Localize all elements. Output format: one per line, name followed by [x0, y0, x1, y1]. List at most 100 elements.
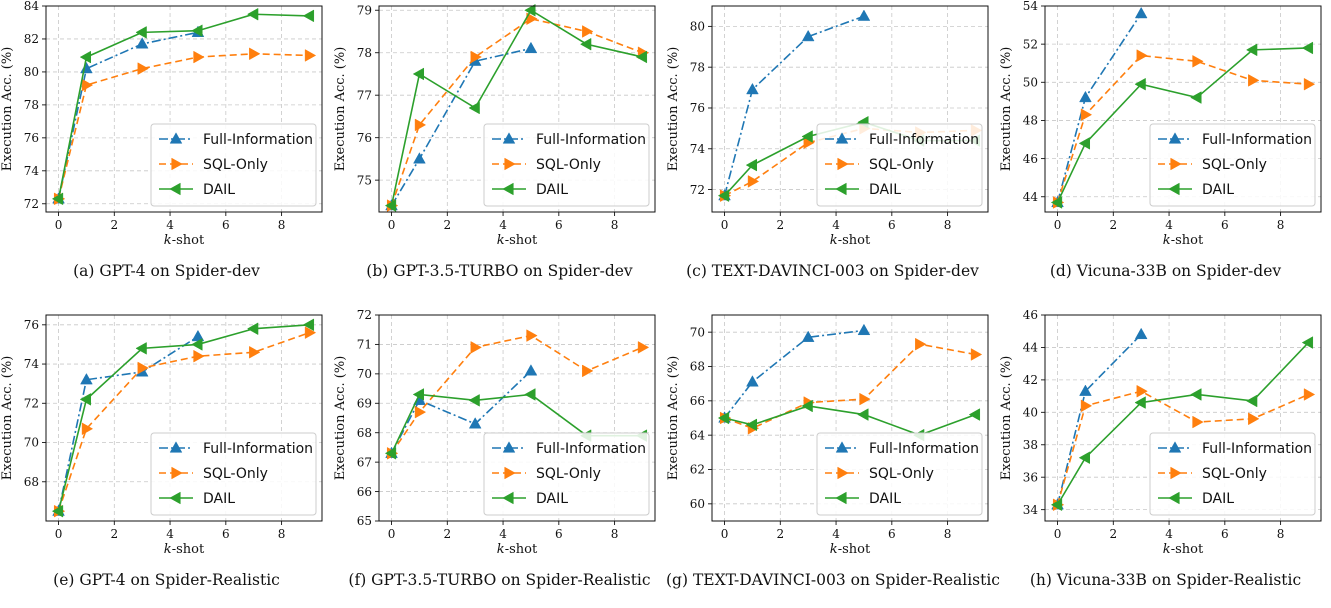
- data-point: [968, 408, 981, 421]
- series-line: [1056, 47, 1309, 203]
- series-line: [57, 324, 310, 512]
- y-tick-label: 70: [24, 436, 39, 450]
- y-tick-label: 38: [1023, 438, 1038, 452]
- x-tick-label: 8: [611, 218, 619, 232]
- y-axis-label: Execution Acc. (%): [333, 47, 348, 172]
- data-point: [414, 118, 427, 132]
- legend-label: DAIL: [869, 182, 901, 198]
- x-tick-label: 0: [1054, 527, 1062, 541]
- axes-frame: [711, 5, 989, 213]
- series-line: [723, 15, 865, 196]
- y-tick-label: 42: [1023, 373, 1038, 387]
- y-tick-label: 52: [1023, 37, 1038, 51]
- data-point: [249, 345, 261, 359]
- x-tick-label: 4: [1165, 527, 1173, 541]
- y-tick-label: 64: [690, 428, 706, 442]
- legend-label: DAIL: [869, 491, 901, 507]
- x-tick-label: 0: [1054, 218, 1062, 232]
- legend-label: Full-Information: [536, 441, 646, 457]
- x-tick-label: 4: [499, 218, 507, 232]
- legend: Full-Information SQL-Only DAIL: [150, 432, 317, 516]
- data-point: [51, 192, 64, 206]
- y-tick-label: 74: [24, 164, 40, 178]
- legend-label: Full-Information: [1202, 132, 1312, 148]
- series-sql-only: [386, 12, 650, 212]
- x-tick-label: 4: [166, 527, 174, 541]
- axes-frame: [1044, 314, 1322, 522]
- y-tick-label: 72: [690, 183, 705, 197]
- axes-frame: [378, 314, 656, 522]
- data-point: [413, 152, 426, 164]
- y-tick-label: 66: [357, 485, 372, 499]
- legend-marker: [1168, 132, 1182, 144]
- legend: Full-Information SQL-Only DAIL: [816, 432, 983, 516]
- legend-label: Full-Information: [203, 441, 313, 457]
- x-axis-label: k-shot: [830, 542, 871, 557]
- data-point: [746, 82, 759, 95]
- x-tick-label: 6: [222, 218, 230, 232]
- series-dail: [1050, 41, 1314, 209]
- legend-label: DAIL: [1202, 491, 1234, 507]
- x-axis-label-italic: k: [497, 233, 505, 248]
- data-point: [524, 364, 538, 376]
- legend-label: SQL-Only: [869, 157, 934, 173]
- x-axis-label: k-shot: [164, 233, 205, 248]
- series-line: [723, 329, 865, 419]
- legend-marker: [502, 182, 514, 196]
- x-axis-label-rest: -shot: [505, 542, 538, 557]
- y-tick-label: 76: [24, 318, 39, 332]
- data-point: [524, 41, 538, 54]
- data-point: [1192, 415, 1204, 429]
- series-full-information: [1051, 327, 1148, 510]
- series-line: [57, 52, 310, 200]
- data-point: [582, 25, 594, 38]
- data-point: [524, 3, 536, 17]
- legend-marker: [502, 491, 514, 505]
- y-tick-label: 60: [690, 497, 705, 511]
- legend-label: Full-Information: [869, 441, 979, 457]
- y-tick-label: 78: [690, 60, 705, 74]
- data-point: [249, 47, 261, 61]
- axes-frame: [45, 5, 323, 213]
- y-axis-label: Execution Acc. (%): [666, 47, 681, 172]
- data-point: [745, 158, 758, 172]
- data-point: [246, 322, 259, 336]
- y-tick-label: 74: [690, 142, 706, 156]
- data-point: [524, 388, 536, 401]
- data-point: [191, 338, 203, 351]
- legend-marker: [169, 491, 181, 505]
- subfigure-caption: (h) Vicuna-33B on Spider-Realistic: [1029, 571, 1302, 589]
- y-tick-label: 80: [24, 65, 39, 79]
- y-tick-label: 68: [357, 426, 372, 440]
- x-tick-label: 2: [1109, 218, 1117, 232]
- y-tick-label: 68: [24, 475, 39, 489]
- series-sql-only: [386, 329, 650, 460]
- y-tick-label: 36: [1023, 470, 1038, 484]
- legend-marker: [835, 182, 847, 196]
- data-point: [468, 417, 482, 429]
- data-point: [468, 101, 480, 115]
- y-tick-label: 78: [24, 98, 39, 112]
- data-point: [79, 50, 92, 64]
- data-point: [1080, 399, 1093, 413]
- legend-label: SQL-Only: [869, 466, 934, 482]
- data-point: [637, 341, 650, 354]
- legend-label: SQL-Only: [1202, 157, 1267, 173]
- chart-svg: 0 2 4 6 8 72 74 76 78 80 k-shot Execution Acc. (%) F…: [666, 5, 989, 248]
- y-tick-label: 70: [690, 325, 705, 339]
- data-point: [304, 326, 317, 339]
- data-point: [579, 37, 592, 51]
- y-tick-label: 66: [690, 394, 705, 408]
- x-axis-label: k-shot: [497, 542, 538, 557]
- x-tick-label: 4: [1165, 218, 1173, 232]
- legend-marker: [1170, 157, 1182, 171]
- legend-label: SQL-Only: [203, 157, 268, 173]
- data-point: [1248, 74, 1260, 87]
- legend-marker: [835, 132, 849, 144]
- x-tick-label: 8: [944, 218, 952, 232]
- y-tick-label: 75: [357, 173, 372, 187]
- series-dail: [1050, 336, 1314, 512]
